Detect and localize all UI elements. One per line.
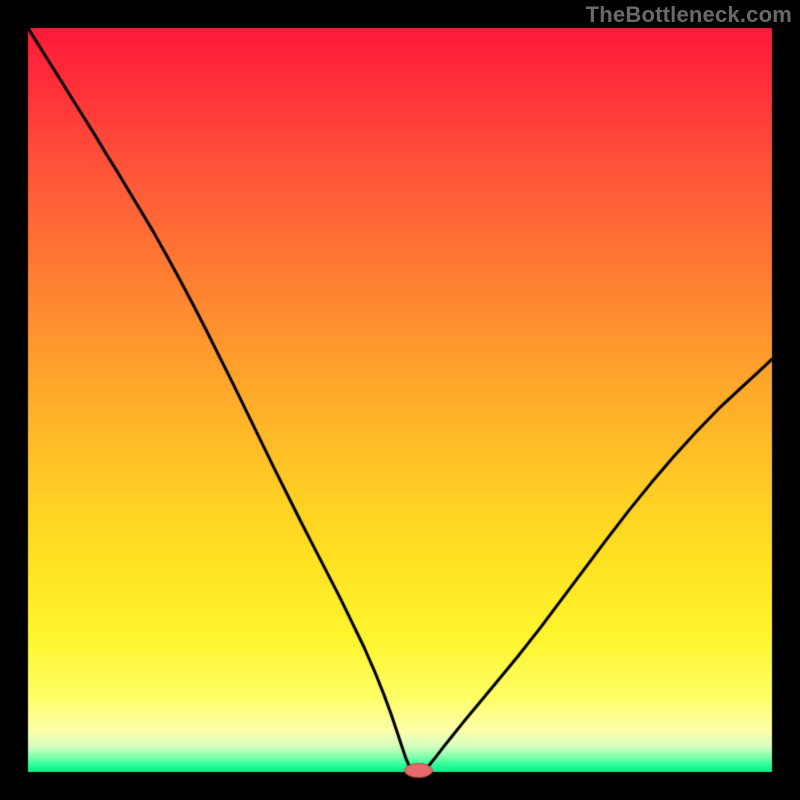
bottleneck-curve-chart xyxy=(0,0,800,800)
watermark-text: TheBottleneck.com xyxy=(586,2,792,28)
